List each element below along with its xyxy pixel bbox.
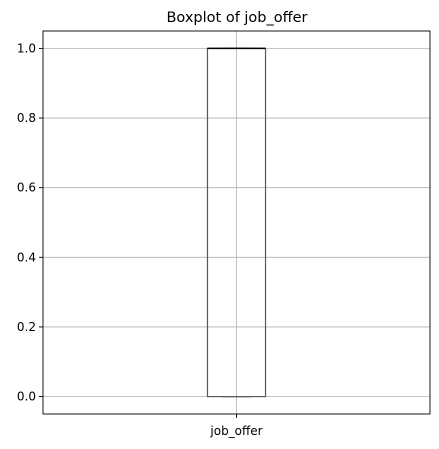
y-tick-label: 0.8 (17, 111, 36, 125)
y-tick-label: 1.0 (17, 41, 36, 55)
grid-layer (43, 31, 430, 414)
x-axis-ticks: job_offer (209, 414, 263, 438)
x-tick-label: job_offer (209, 424, 262, 438)
y-tick-label: 0.4 (17, 250, 36, 264)
y-axis-ticks: 0.0 0.2 0.4 0.6 0.8 1.0 (17, 41, 43, 404)
box-layer (206, 47, 267, 398)
y-tick-label: 0.0 (17, 390, 36, 404)
y-tick-label: 0.6 (17, 181, 36, 195)
y-tick-label: 0.2 (17, 320, 36, 334)
chart-title: Boxplot of job_offer (166, 10, 307, 26)
